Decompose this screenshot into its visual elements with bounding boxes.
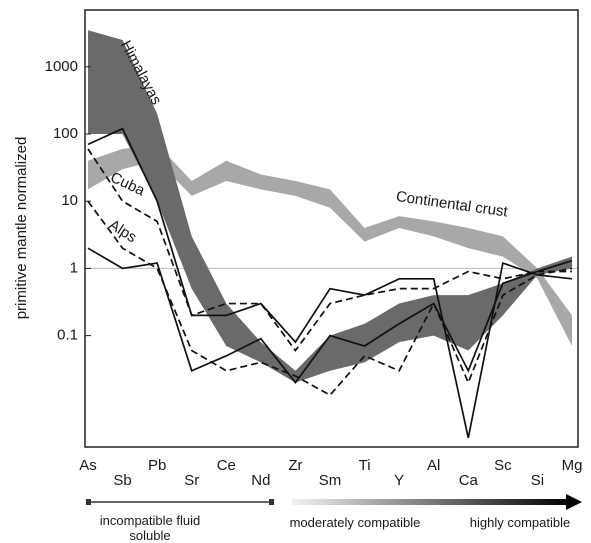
- y-axis-label: primitive mantle normalized: [13, 137, 30, 320]
- y-tick-label: 1000: [45, 58, 78, 75]
- series-line: [87, 247, 573, 384]
- x-tick-label: Pb: [148, 457, 166, 474]
- bar-end: [86, 499, 91, 505]
- x-tick-label: Nd: [251, 472, 270, 489]
- band: [88, 144, 572, 347]
- compatibility-gradient: [292, 499, 568, 505]
- scale-label: incompatible fluid soluble: [99, 513, 201, 543]
- plot-frame: [84, 9, 579, 448]
- x-tick-label: Sb: [113, 472, 131, 489]
- x-tick-label: Sr: [184, 472, 199, 489]
- x-tick-label: Zr: [288, 457, 302, 474]
- bar-end: [269, 499, 274, 505]
- x-tick-label: Al: [427, 457, 440, 474]
- series-line: [87, 148, 572, 352]
- scale-label: moderately compatible: [289, 515, 421, 530]
- y-tick-label: 10: [61, 192, 78, 209]
- x-tick-label: Y: [394, 472, 404, 489]
- band-label: Continental crust: [395, 188, 510, 221]
- x-tick-label: As: [79, 457, 97, 474]
- x-tick-label: Mg: [562, 457, 583, 474]
- y-tick-label: 100: [53, 125, 78, 142]
- x-tick-label: Sc: [494, 457, 512, 474]
- series-label: Alps: [106, 216, 140, 246]
- series-label: Cuba: [108, 169, 148, 200]
- x-tick-label: Ca: [459, 472, 479, 489]
- arrow-head: [566, 494, 582, 510]
- x-tick-label: Si: [531, 472, 544, 489]
- x-tick-label: Ti: [359, 457, 371, 474]
- y-tick-label: 0.1: [57, 327, 78, 344]
- x-tick-label: Ce: [217, 457, 236, 474]
- band: [88, 30, 572, 383]
- y-tick-label: 1: [70, 259, 78, 276]
- series-line: [87, 127, 573, 439]
- scale-label: highly compatible: [469, 515, 571, 530]
- x-tick-label: Sm: [319, 472, 342, 489]
